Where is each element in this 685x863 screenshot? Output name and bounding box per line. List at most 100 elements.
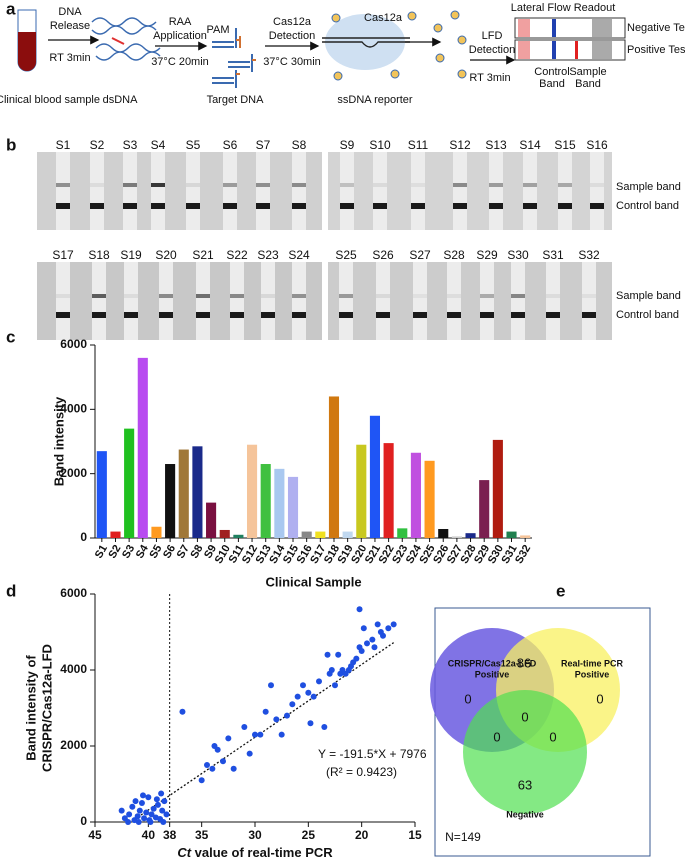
panel-a: Clinical blood sample DNA Release RT 3mi… bbox=[0, 2, 685, 106]
lane bbox=[453, 152, 467, 230]
x-tick-label: S7 bbox=[175, 543, 192, 561]
point bbox=[158, 790, 165, 797]
point bbox=[163, 811, 170, 818]
bar bbox=[165, 464, 176, 538]
sample-band bbox=[413, 294, 427, 298]
point bbox=[246, 750, 253, 757]
bar bbox=[479, 480, 490, 538]
point bbox=[138, 800, 145, 806]
bar bbox=[287, 476, 299, 538]
point bbox=[358, 648, 365, 654]
x-tick-label: S6 bbox=[161, 543, 178, 561]
sample-band bbox=[447, 294, 461, 298]
count: 63 bbox=[518, 777, 532, 792]
lane-label: S25 bbox=[335, 248, 357, 262]
point bbox=[332, 682, 338, 689]
point bbox=[134, 813, 141, 820]
control-band bbox=[413, 312, 427, 318]
x-axis-title: Clinical Sample bbox=[265, 574, 361, 589]
point bbox=[118, 807, 125, 814]
sample-band bbox=[340, 183, 354, 187]
panel-label: c bbox=[6, 327, 15, 346]
point bbox=[390, 621, 397, 628]
sample-band bbox=[546, 294, 560, 298]
y-tick-label: 0 bbox=[80, 814, 87, 828]
control-band bbox=[151, 203, 165, 209]
label: ssDNA reporter bbox=[337, 94, 413, 106]
lane bbox=[489, 152, 503, 230]
label: Detection bbox=[469, 44, 515, 56]
point bbox=[220, 758, 226, 765]
x-tick-label: S5 bbox=[147, 543, 164, 561]
bar bbox=[137, 357, 148, 538]
point bbox=[385, 625, 392, 632]
label: Release bbox=[50, 20, 90, 32]
x-tick-label: S32 bbox=[513, 543, 533, 566]
lane-label: S9 bbox=[340, 138, 355, 152]
lane bbox=[292, 262, 306, 340]
control-band bbox=[56, 203, 70, 209]
lane bbox=[511, 262, 525, 340]
lane-label: S7 bbox=[256, 138, 271, 152]
bar bbox=[492, 439, 503, 538]
control-band bbox=[373, 203, 387, 209]
lane bbox=[411, 152, 425, 230]
bar bbox=[397, 528, 408, 538]
bar bbox=[383, 443, 394, 538]
sample-band bbox=[124, 294, 138, 298]
lane-label: S21 bbox=[192, 248, 214, 262]
sample-band bbox=[196, 294, 210, 298]
bar bbox=[369, 415, 381, 538]
lane-label: S6 bbox=[223, 138, 238, 152]
point bbox=[305, 689, 312, 696]
point bbox=[324, 651, 331, 658]
point bbox=[257, 731, 264, 738]
lane-label: S4 bbox=[151, 138, 166, 152]
x-tick-label: 35 bbox=[195, 828, 209, 842]
count: 0 bbox=[596, 691, 603, 706]
point bbox=[143, 809, 150, 816]
label: Application bbox=[153, 30, 207, 42]
sample-band bbox=[376, 294, 390, 298]
control-band bbox=[90, 203, 104, 209]
lane-label: S1 bbox=[56, 138, 71, 152]
lane-label: S18 bbox=[88, 248, 110, 262]
sample-band bbox=[230, 294, 244, 298]
control-band bbox=[56, 312, 70, 318]
sample-band bbox=[292, 294, 306, 298]
bar bbox=[342, 531, 353, 538]
lane-label: S3 bbox=[123, 138, 138, 152]
band-label: Control band bbox=[616, 309, 679, 321]
lane-label: S16 bbox=[586, 138, 608, 152]
sample-band bbox=[56, 183, 70, 187]
sample-band bbox=[123, 183, 137, 187]
label: Lateral Flow Readout bbox=[511, 2, 616, 14]
lane-label: S32 bbox=[578, 248, 600, 262]
x-tick-label: 20 bbox=[355, 828, 369, 842]
label: 37°C 30min bbox=[263, 56, 321, 68]
lane bbox=[558, 152, 572, 230]
lane bbox=[56, 262, 70, 340]
label: LFD bbox=[482, 30, 503, 42]
control-band bbox=[447, 312, 461, 318]
control-band bbox=[546, 312, 560, 318]
control-band bbox=[582, 312, 596, 318]
x-tick-label: S8 bbox=[188, 543, 205, 561]
lane bbox=[523, 152, 537, 230]
point bbox=[369, 636, 376, 643]
point bbox=[321, 724, 328, 730]
sample-band bbox=[489, 183, 503, 187]
bar bbox=[124, 428, 135, 538]
label: Target DNA bbox=[207, 94, 265, 106]
bar bbox=[315, 531, 326, 538]
sample-band bbox=[90, 183, 104, 187]
label: Band bbox=[575, 78, 601, 90]
lane bbox=[480, 262, 494, 340]
x-tick-label: 30 bbox=[248, 828, 262, 842]
lane-label: S31 bbox=[542, 248, 564, 262]
sample-band bbox=[223, 183, 237, 187]
lane bbox=[340, 152, 354, 230]
bar bbox=[96, 451, 107, 538]
venn-frame bbox=[434, 607, 651, 857]
label: Negative Test bbox=[627, 22, 685, 34]
